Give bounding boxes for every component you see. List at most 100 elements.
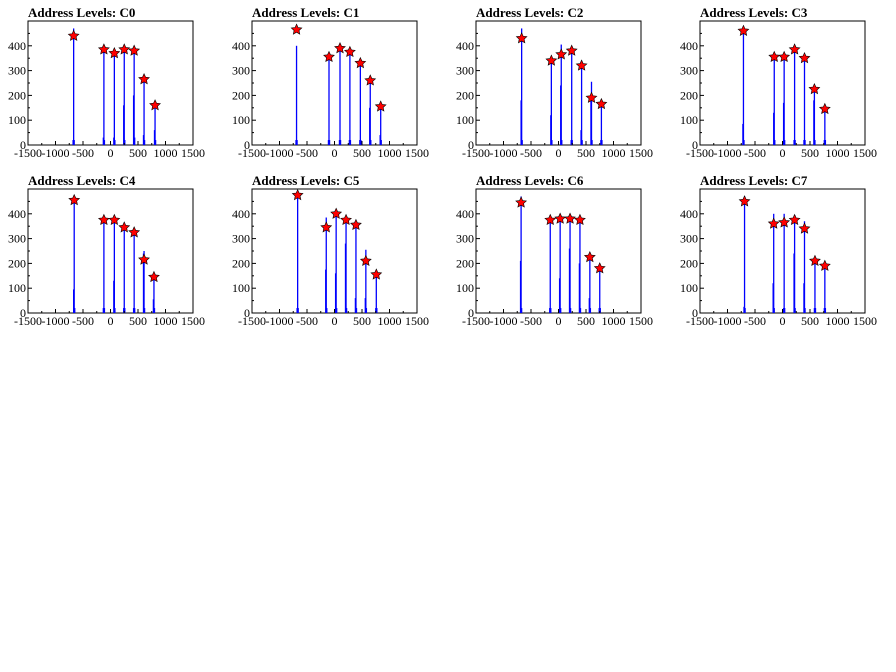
peak-marker xyxy=(798,222,811,234)
y-tick-label: 100 xyxy=(456,281,474,295)
peak-marker xyxy=(374,100,387,112)
x-tick-label: -1500 xyxy=(462,146,490,160)
y-tick-label: 300 xyxy=(680,232,698,246)
x-tick-label: 1500 xyxy=(181,146,205,160)
y-tick-label: 0 xyxy=(244,138,250,152)
y-tick-label: 0 xyxy=(692,306,698,320)
peak-marker xyxy=(809,254,821,266)
x-tick-label: 0 xyxy=(780,314,786,328)
y-tick-label: 100 xyxy=(456,113,474,127)
peak-marker xyxy=(554,212,567,224)
y-tick-label: 300 xyxy=(456,64,474,78)
y-tick-label: 0 xyxy=(692,138,698,152)
y-tick-label: 100 xyxy=(232,281,250,295)
peak-marker xyxy=(767,217,780,229)
x-tick-label: 500 xyxy=(801,146,819,160)
peak-marker xyxy=(575,59,588,71)
peak-marker xyxy=(545,54,558,66)
y-tick-label: 200 xyxy=(232,256,250,270)
x-tick-label: -500 xyxy=(520,314,542,328)
y-tick-label: 200 xyxy=(680,256,698,270)
peak-marker xyxy=(737,24,750,36)
x-tick-label: 1000 xyxy=(826,146,850,160)
panel-title: Address Levels: C4 xyxy=(28,173,136,188)
x-tick-label: 1000 xyxy=(154,146,178,160)
y-tick-label: 400 xyxy=(456,207,474,221)
peak-marker xyxy=(574,213,586,226)
y-tick-label: 100 xyxy=(8,281,26,295)
peak-marker xyxy=(544,213,557,226)
peak-marker xyxy=(323,50,335,63)
panel-title: Address Levels: C6 xyxy=(476,173,584,188)
panel-title: Address Levels: C5 xyxy=(252,173,360,188)
y-tick-label: 100 xyxy=(232,113,250,127)
peak-marker xyxy=(343,45,356,58)
x-tick-label: 0 xyxy=(332,314,338,328)
x-tick-label: 500 xyxy=(577,314,595,328)
x-tick-label: 1000 xyxy=(602,314,626,328)
plot-frame xyxy=(475,20,642,146)
x-tick-label: 0 xyxy=(556,314,562,328)
x-tick-label: -500 xyxy=(744,146,766,160)
histogram-panel-c6: Address Levels: C6-1500 -1000 -500 0 500 1000… xyxy=(456,173,653,328)
peak-marker xyxy=(334,42,346,54)
peak-marker xyxy=(330,207,343,219)
peak-marker xyxy=(738,195,751,207)
y-tick-label: 400 xyxy=(456,39,474,53)
x-tick-label: 500 xyxy=(577,146,595,160)
x-tick-label: -500 xyxy=(520,146,542,160)
y-tick-label: 400 xyxy=(232,39,250,53)
y-tick-label: 100 xyxy=(680,113,698,127)
y-tick-label: 200 xyxy=(680,88,698,102)
peak-marker xyxy=(354,56,367,69)
histogram-panel-c1: Address Levels: C1-1500 -1000 -500 0 500 1000… xyxy=(232,5,429,160)
x-tick-label: -1500 xyxy=(462,314,490,328)
x-tick-label: -1000 xyxy=(42,146,70,160)
plot-frame xyxy=(27,188,194,314)
peak-marker xyxy=(818,102,831,115)
peak-marker xyxy=(788,43,801,55)
plot-frame xyxy=(475,188,642,314)
peak-marker xyxy=(788,213,801,226)
peak-marker xyxy=(564,212,576,224)
peak-marker xyxy=(149,99,161,111)
histogram-panel-c2: Address Levels: C2-1500 -1000 -500 0 500 1000… xyxy=(456,5,653,160)
peak-marker xyxy=(68,193,81,206)
peak-marker xyxy=(768,50,781,63)
y-tick-label: 300 xyxy=(232,232,250,246)
y-tick-label: 400 xyxy=(680,39,698,53)
x-tick-label: -1000 xyxy=(266,314,294,328)
x-tick-label: 1500 xyxy=(181,314,205,328)
peak-marker xyxy=(340,213,352,226)
plot-frame xyxy=(251,188,418,314)
y-tick-label: 400 xyxy=(680,207,698,221)
x-tick-label: -1500 xyxy=(686,146,714,160)
peak-marker xyxy=(320,221,333,233)
peak-marker xyxy=(350,218,362,231)
x-tick-label: -500 xyxy=(296,146,318,160)
y-tick-label: 100 xyxy=(680,281,698,295)
x-tick-label: 500 xyxy=(353,146,371,160)
y-tick-label: 300 xyxy=(8,232,26,246)
y-tick-label: 0 xyxy=(468,138,474,152)
x-tick-label: 1500 xyxy=(853,146,877,160)
y-tick-label: 0 xyxy=(244,306,250,320)
peak-marker xyxy=(290,23,303,35)
x-tick-label: 1000 xyxy=(602,146,626,160)
peak-marker xyxy=(583,250,596,263)
y-tick-label: 400 xyxy=(232,207,250,221)
histogram-panel-c5: Address Levels: C5-1500 -1000 -500 0 500 1000… xyxy=(232,173,429,328)
peak-marker xyxy=(118,43,131,55)
x-tick-label: -1000 xyxy=(490,146,518,160)
x-tick-label: -500 xyxy=(72,314,94,328)
y-tick-label: 300 xyxy=(456,232,474,246)
peak-marker xyxy=(778,50,791,63)
y-tick-label: 300 xyxy=(8,64,26,78)
peak-marker xyxy=(808,82,821,95)
peak-marker xyxy=(291,188,304,201)
x-tick-label: 500 xyxy=(801,314,819,328)
panel-title: Address Levels: C3 xyxy=(700,5,808,20)
y-tick-label: 300 xyxy=(680,64,698,78)
peak-marker xyxy=(108,47,121,59)
x-tick-label: -1500 xyxy=(238,314,266,328)
